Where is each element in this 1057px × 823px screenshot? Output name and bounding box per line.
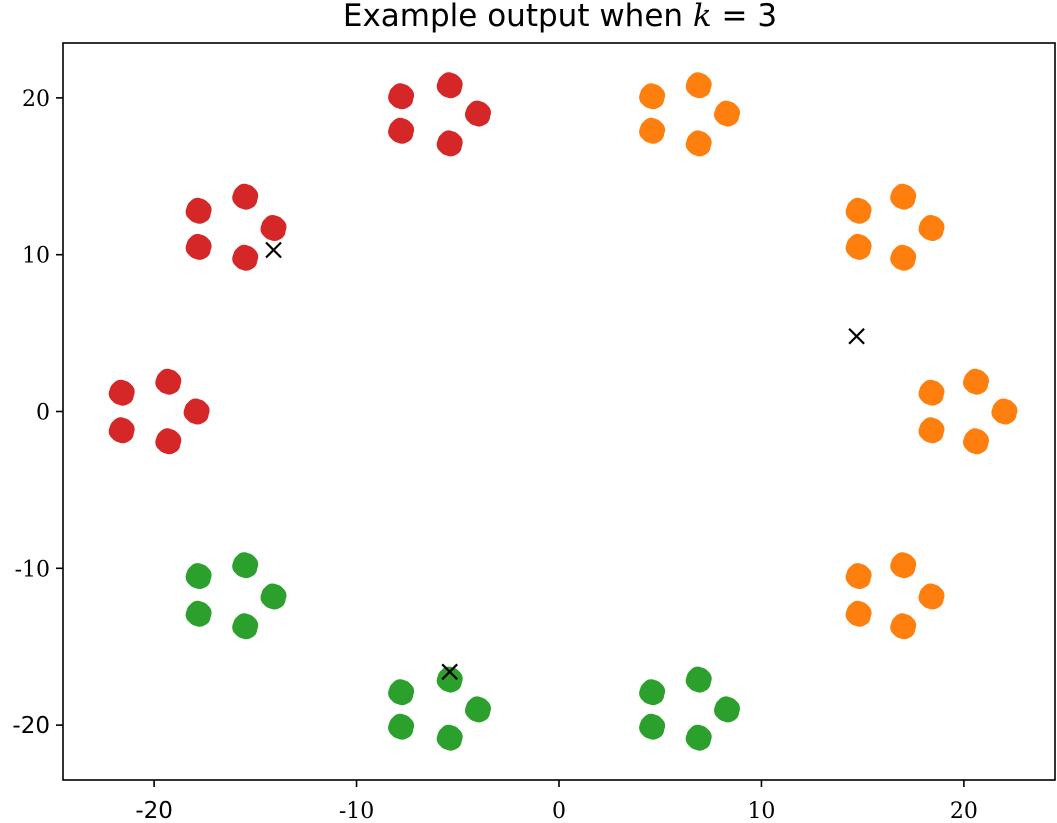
centroid-marker [441, 663, 458, 681]
data-point [685, 666, 712, 693]
data-point [845, 233, 872, 260]
data-point [108, 379, 135, 406]
data-point [918, 215, 945, 241]
plot-area [108, 72, 1018, 751]
data-point [639, 83, 666, 110]
chart-title-equation: = 3 [712, 0, 777, 34]
data-point [685, 724, 712, 751]
data-point [185, 563, 212, 590]
x-tick-label: 10 [747, 799, 775, 823]
y-tick-label: -20 [12, 713, 50, 739]
data-point [714, 100, 740, 127]
data-point [918, 417, 945, 444]
x-tick-label: -10 [339, 799, 374, 823]
data-point [890, 552, 917, 579]
data-point [436, 72, 463, 99]
data-point [183, 398, 210, 425]
data-point [388, 679, 415, 706]
x-tick-label: 0 [552, 799, 566, 823]
data-point [639, 117, 666, 144]
data-point [845, 563, 872, 590]
axis-ticks: -20 -10 0 10 20 20 10 0 -10 -20 [12, 87, 977, 823]
data-point [918, 583, 945, 610]
data-point [465, 696, 491, 723]
data-point [388, 117, 415, 144]
data-point [185, 600, 212, 627]
data-point [388, 713, 415, 740]
data-point [685, 130, 712, 157]
data-point [991, 398, 1018, 425]
data-point [963, 428, 989, 455]
chart-title: Example output when k = 3 [343, 0, 777, 34]
data-point [714, 696, 740, 723]
data-point [639, 679, 666, 706]
data-point [963, 368, 989, 395]
chart-title-text: Example output when [343, 0, 693, 34]
centroid-marker [265, 241, 282, 259]
x-tick-label: 20 [950, 799, 978, 823]
data-point [890, 613, 917, 640]
x-tick-label: -20 [135, 798, 173, 823]
data-point [388, 83, 415, 110]
axes-frame [62, 42, 1056, 781]
data-point [890, 183, 917, 210]
data-point [890, 244, 917, 271]
data-point [260, 215, 287, 241]
data-point [185, 197, 212, 224]
data-point [155, 428, 182, 455]
centroid-marker [848, 327, 865, 345]
y-tick-label: 0 [36, 401, 50, 426]
y-tick-label: 10 [22, 244, 50, 269]
data-point [232, 183, 259, 210]
data-point [260, 583, 287, 610]
data-point [232, 244, 259, 271]
data-point [436, 130, 463, 157]
chart-title-variable: k [693, 0, 712, 34]
data-point [639, 713, 666, 740]
y-tick-label: 20 [22, 87, 50, 112]
data-point [845, 600, 872, 627]
data-point [436, 724, 463, 751]
data-point [185, 233, 212, 260]
data-point [108, 417, 135, 444]
data-point [232, 613, 259, 640]
data-point [232, 552, 259, 579]
data-point [155, 368, 182, 395]
data-point [845, 197, 872, 224]
data-point [918, 379, 945, 406]
data-point [685, 72, 712, 99]
data-point [465, 100, 491, 127]
y-tick-label: -10 [15, 557, 50, 582]
